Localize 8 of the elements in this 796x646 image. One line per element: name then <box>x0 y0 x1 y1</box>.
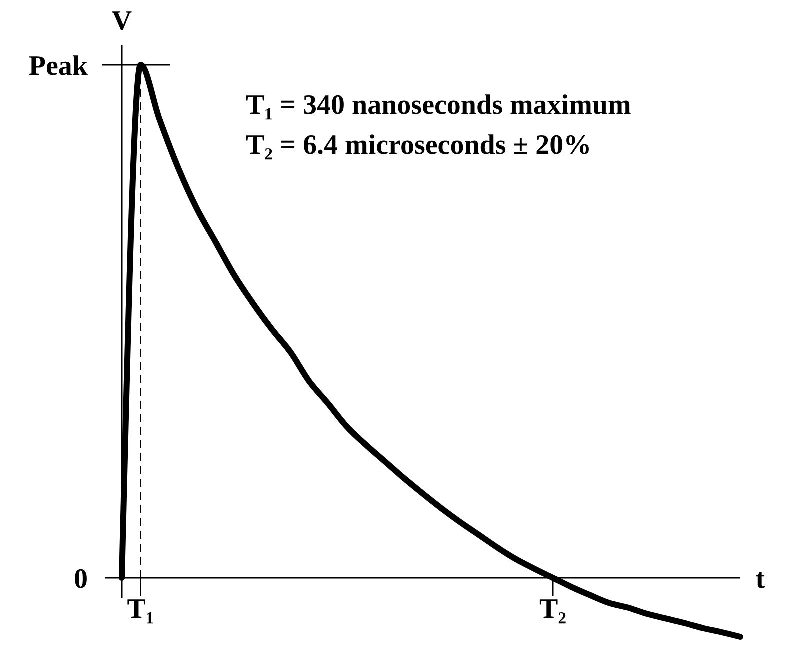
text: 0 <box>74 564 88 595</box>
text: Peak <box>28 50 88 82</box>
x-tick-label: T₁ <box>127 594 154 625</box>
annotation: T₂ = 6.4 microseconds ± 20% <box>246 130 592 161</box>
x-axis-title: t <box>756 564 766 595</box>
x-tick-label: T₂ <box>539 594 567 625</box>
annotation: T₁ = 340 nanoseconds maximum <box>246 90 632 121</box>
y-axis-title: V <box>112 6 132 37</box>
